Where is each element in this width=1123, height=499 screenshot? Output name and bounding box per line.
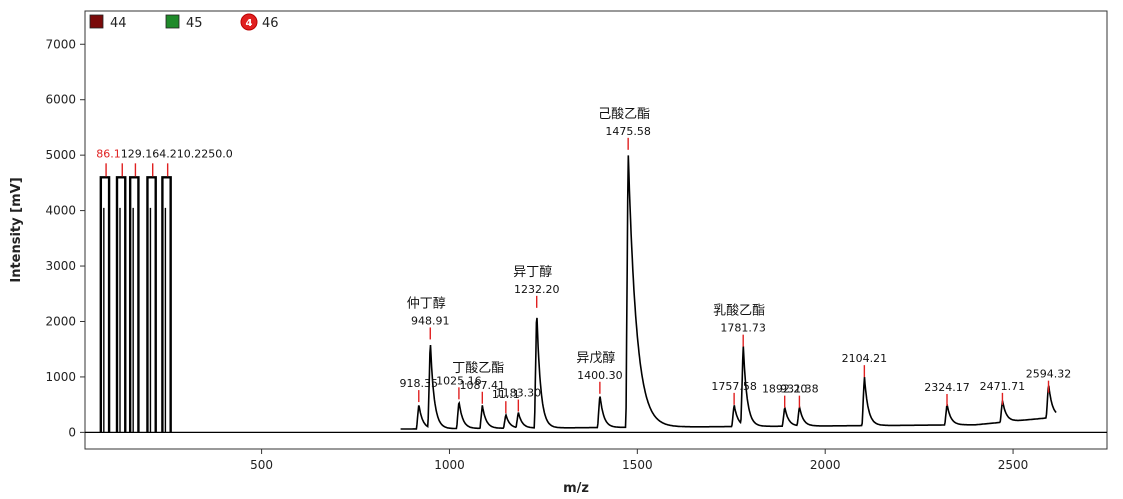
compound-label: 乳酸乙酯 — [713, 304, 765, 319]
peak-value-label: 918.35 — [400, 377, 439, 390]
legend-swatch — [165, 14, 180, 29]
y-tick-label: 1000 — [45, 370, 76, 384]
x-tick-label: 500 — [250, 458, 273, 472]
calibration-pulse — [146, 176, 157, 433]
y-axis-label: Intensity [mV] — [9, 177, 24, 282]
x-axis-ticks: 500 1000 1500 2000 2500 — [250, 449, 1028, 472]
y-tick-label: 2000 — [45, 314, 76, 328]
calibration-pulse — [161, 176, 172, 433]
legend-badge — [240, 13, 258, 31]
chromatogram-line — [400, 155, 1057, 430]
peak-value-label: 2324.17 — [924, 381, 970, 394]
peak-value-label: 1475.58 — [605, 125, 651, 138]
y-tick-label: 6000 — [45, 93, 76, 107]
peak-value-label: 1087.41 — [460, 379, 506, 392]
legend: 44 45 4 46 — [89, 13, 279, 31]
y-axis-ticks: 0 1000 2000 3000 4000 5000 6000 7000 — [45, 37, 85, 439]
legend-label: 46 — [262, 16, 279, 31]
x-tick-label: 1000 — [434, 458, 465, 472]
peak-value-label: 1757.58 — [711, 380, 757, 393]
legend-badge-text: 4 — [246, 18, 253, 29]
calibration-pulse — [99, 176, 111, 433]
peak-value-label: 1232.20 — [514, 283, 560, 296]
compound-label: 异丁醇 — [513, 264, 552, 280]
compound-label: 丁酸乙酯 — [452, 361, 504, 376]
calibration-pulse — [128, 176, 140, 433]
x-tick-label: 2000 — [810, 458, 841, 472]
y-tick-label: 4000 — [45, 204, 76, 218]
peak-value-label: 1892.20 — [762, 383, 808, 396]
x-tick-label: 1500 — [622, 458, 653, 472]
peak-value-label: 11..1 — [492, 388, 520, 401]
peak-value-label: 2594.32 — [1026, 368, 1072, 381]
peak-value-label: 1781.73 — [720, 322, 766, 335]
peak-value-label: 1025.16 — [436, 374, 482, 387]
y-tick-label: 3000 — [45, 259, 76, 273]
x-tick-label: 2500 — [998, 458, 1029, 472]
y-tick-label: 7000 — [45, 37, 76, 51]
peak-value-label: 2471.71 — [980, 380, 1026, 393]
peak-value-label: 1400.30 — [577, 369, 623, 382]
legend-label: 45 — [186, 16, 203, 31]
compound-label: 仲丁醇 — [407, 295, 446, 311]
legend-label: 44 — [110, 16, 127, 31]
compound-label: 异戊醇 — [576, 350, 615, 366]
x-axis-label: m/z — [563, 481, 589, 496]
spectrum-trace — [99, 155, 1057, 433]
y-tick-label: 0 — [68, 425, 76, 439]
calibration-pulse — [115, 176, 127, 433]
y-tick-label: 5000 — [45, 148, 76, 162]
peak-value-label: 2104.21 — [842, 352, 888, 365]
peak-value-label: 948.91 — [411, 314, 450, 327]
legend-swatch — [89, 14, 104, 29]
pulse-labels: 86.1129.164.210.2250.0 — [96, 147, 232, 160]
peak-value-label: 931.38 — [780, 383, 819, 396]
peak-markers — [105, 137, 1050, 414]
compound-label: 己酸乙酯 — [598, 107, 650, 122]
plot-frame — [84, 10, 1108, 450]
peak-value-label: 1183.30 — [496, 387, 542, 400]
